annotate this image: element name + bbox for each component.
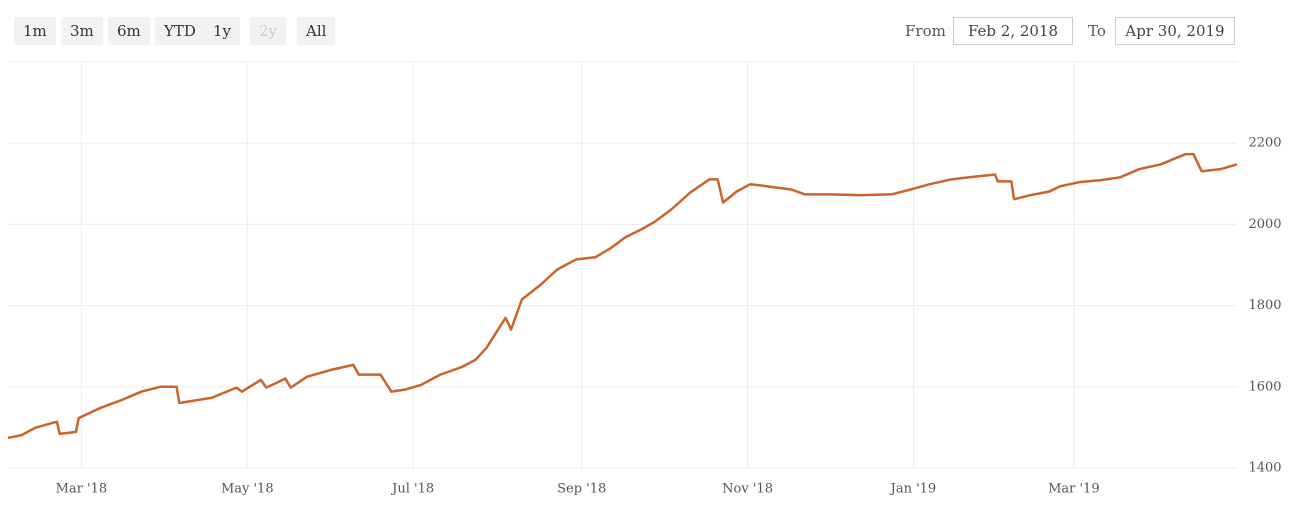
- range-button[interactable]: 1y: [204, 17, 241, 45]
- range-button[interactable]: 6m: [108, 17, 150, 45]
- x-tick-label: Nov '18: [722, 482, 773, 497]
- range-button[interactable]: All: [297, 17, 336, 45]
- x-tick-label: May '18: [221, 482, 274, 497]
- x-tick-label: Jul '18: [390, 482, 434, 497]
- y-tick-label: 1800: [1248, 298, 1281, 313]
- to-date-input[interactable]: Apr 30, 2019: [1115, 17, 1235, 45]
- x-tick-label: Mar '19: [1048, 482, 1100, 497]
- y-tick-label: 1600: [1248, 379, 1281, 394]
- from-date-input[interactable]: Feb 2, 2018: [953, 17, 1073, 45]
- range-button: 2y: [250, 17, 287, 45]
- to-label: To: [1088, 22, 1106, 40]
- x-tick-label: Mar '18: [56, 482, 108, 497]
- x-tick-label: Jan '19: [889, 482, 937, 497]
- y-tick-label: 2200: [1248, 136, 1281, 151]
- price-line: [7, 152, 1238, 440]
- y-tick-label: 2000: [1248, 217, 1281, 232]
- x-tick-label: Sep '18: [557, 482, 606, 497]
- range-button[interactable]: 1m: [14, 17, 56, 45]
- range-button[interactable]: 3m: [61, 17, 103, 45]
- y-tick-label: 1400: [1248, 461, 1281, 476]
- from-label: From: [905, 22, 946, 40]
- range-button[interactable]: YTD: [155, 17, 205, 45]
